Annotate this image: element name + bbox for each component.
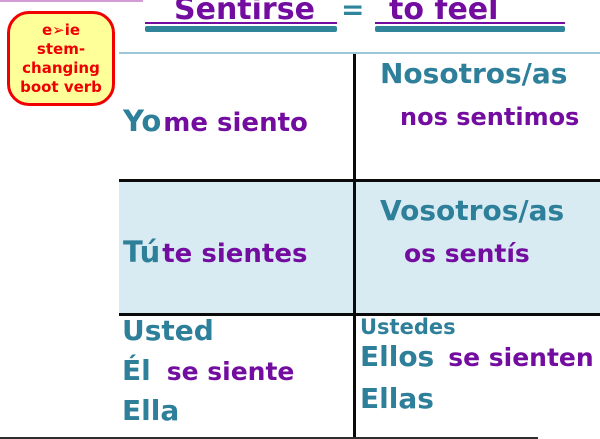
callout-line-4: boot verb <box>20 77 102 96</box>
pronoun-ustedes: Ustedes <box>360 315 456 339</box>
cell-ustedes-ellos-ellas: Ustedes Ellos se sienten Ellas <box>358 315 600 439</box>
translation-underline-purple <box>375 22 565 24</box>
row-divider-2 <box>119 313 600 316</box>
conjugation-yo: me siento <box>163 108 308 138</box>
pronoun-tu: Tú <box>123 235 161 269</box>
pronoun-ellas: Ellas <box>360 382 434 415</box>
row2-highlight <box>119 182 600 313</box>
pronoun-ellos: Ellos <box>360 340 435 373</box>
cell-tu: Tú te sientes <box>119 182 353 313</box>
conjugation-nosotros: nos sentimos <box>400 103 580 131</box>
bottom-edge-line <box>0 437 538 439</box>
ellos-line: Ellos se sienten <box>360 340 594 373</box>
el-line: Él se siente <box>122 354 295 387</box>
callout-line-3: changing <box>22 58 100 77</box>
stem-change-callout: e➢ie stem- changing boot verb <box>7 11 115 106</box>
cell-nosotros: Nosotros/as nos sentimos <box>356 54 600 179</box>
pronoun-vosotros: Vosotros/as <box>380 194 565 227</box>
column-divider <box>353 54 356 439</box>
equals-sign: = <box>341 0 365 26</box>
verb-underline-purple <box>145 22 337 24</box>
pronoun-nosotros: Nosotros/as <box>380 57 568 90</box>
row-divider-1 <box>119 179 600 182</box>
translation-underline-teal <box>375 26 565 32</box>
pronoun-el: Él <box>122 354 151 387</box>
conjugation-tu: te sientes <box>162 239 308 269</box>
callout-line-1: e➢ie <box>41 20 81 39</box>
table-top-rule <box>119 52 600 54</box>
cell-yo: Yo me siento <box>119 54 353 179</box>
title-translation: to feel <box>389 0 499 27</box>
pronoun-ella: Ella <box>122 394 180 427</box>
cell-usted-el-ella: Usted Él se siente Ella <box>119 314 353 439</box>
top-edge-line <box>0 0 143 2</box>
conjugation-usted: se siente <box>166 357 295 386</box>
pronoun-usted: Usted <box>122 314 214 347</box>
yo-line: Yo me siento <box>123 104 308 138</box>
title-verb: Sentirse <box>174 0 315 27</box>
callout-line-2: stem- <box>36 39 86 58</box>
cell-vosotros: Vosotros/as os sentís <box>356 182 600 313</box>
conjugation-vosotros: os sentís <box>404 239 530 268</box>
conjugation-ustedes: se sienten <box>448 343 594 372</box>
tu-line: Tú te sientes <box>123 235 308 269</box>
verb-underline-teal <box>145 26 337 32</box>
pronoun-yo: Yo <box>123 104 162 138</box>
